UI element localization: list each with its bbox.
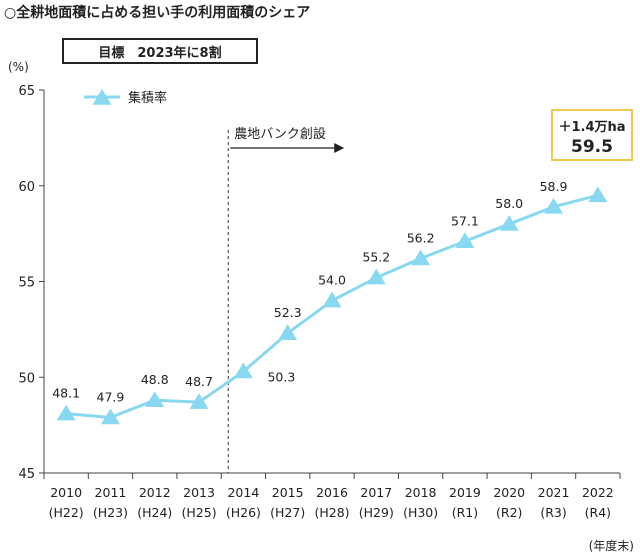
x-tick-label: 2020 bbox=[493, 485, 525, 500]
data-point-marker bbox=[366, 268, 386, 285]
data-point-marker bbox=[322, 291, 342, 308]
data-point-marker bbox=[411, 249, 431, 266]
x-subtick-label: (H30) bbox=[403, 505, 438, 520]
x-subtick-label: (R4) bbox=[585, 505, 611, 520]
callout-increase: ＋1.4万ha bbox=[558, 120, 626, 135]
x-tick-label: 2010 bbox=[50, 485, 82, 500]
x-tick-label: 2011 bbox=[95, 485, 127, 500]
x-tick-label: 2017 bbox=[360, 485, 392, 500]
y-tick-label: 50 bbox=[18, 371, 35, 386]
x-subtick-label: (H27) bbox=[270, 505, 305, 520]
y-tick-label: 65 bbox=[18, 84, 35, 99]
y-tick-label: 60 bbox=[18, 180, 35, 195]
x-subtick-label: (R1) bbox=[452, 505, 478, 520]
y-tick-label: 45 bbox=[18, 467, 35, 482]
y-tick-label: 55 bbox=[18, 276, 35, 291]
x-tick-label: 2021 bbox=[538, 485, 570, 500]
legend-marker bbox=[92, 89, 112, 105]
x-subtick-label: (R3) bbox=[540, 505, 566, 520]
x-subtick-label: (H28) bbox=[314, 505, 349, 520]
data-label: 56.2 bbox=[407, 231, 435, 246]
data-point-marker bbox=[544, 197, 563, 214]
data-label: 57.1 bbox=[451, 213, 479, 228]
data-label: 52.3 bbox=[274, 305, 302, 320]
x-tick-label: 2014 bbox=[227, 485, 259, 500]
data-label: 48.8 bbox=[141, 372, 169, 387]
data-point-marker bbox=[56, 404, 76, 421]
data-point-marker bbox=[233, 362, 253, 379]
x-subtick-label: (H23) bbox=[93, 505, 128, 520]
increase-callout: ＋1.4万ha 59.5 bbox=[551, 109, 633, 161]
data-point-marker bbox=[101, 408, 120, 425]
legend-label: 集積率 bbox=[128, 90, 167, 106]
data-label: 50.3 bbox=[267, 370, 295, 385]
data-point-marker bbox=[145, 391, 165, 407]
data-label: 48.7 bbox=[185, 374, 213, 389]
x-subtick-label: (H26) bbox=[226, 505, 261, 520]
x-tick-label: 2012 bbox=[139, 485, 171, 500]
data-label: 47.9 bbox=[97, 389, 125, 404]
callout-value: 59.5 bbox=[571, 137, 613, 157]
data-label: 48.1 bbox=[52, 386, 80, 401]
x-subtick-label: (H24) bbox=[137, 505, 172, 520]
event-arrow-head bbox=[334, 143, 345, 153]
page-title: ○全耕地面積に占める担い手の利用面積のシェア bbox=[4, 5, 311, 21]
x-tick-label: 2022 bbox=[582, 485, 614, 500]
y-unit-label: (%) bbox=[8, 60, 29, 74]
x-subtick-label: (H29) bbox=[359, 505, 394, 520]
x-subtick-label: (R2) bbox=[496, 505, 522, 520]
x-tick-label: 2019 bbox=[449, 485, 481, 500]
x-tick-label: 2016 bbox=[316, 485, 348, 500]
x-tick-label: 2018 bbox=[405, 485, 437, 500]
x-tick-label: 2015 bbox=[272, 485, 304, 500]
data-point-marker bbox=[189, 393, 209, 409]
data-label: 58.0 bbox=[495, 196, 523, 211]
data-point-marker bbox=[455, 232, 475, 249]
data-point-marker bbox=[588, 186, 608, 203]
event-label: 農地バンク創設 bbox=[234, 126, 326, 142]
data-label: 54.0 bbox=[318, 273, 346, 288]
data-label: 55.2 bbox=[362, 250, 390, 265]
data-point-marker bbox=[499, 215, 519, 231]
data-label: 58.9 bbox=[540, 179, 568, 194]
fiscal-year-note: (年度末) bbox=[588, 539, 634, 553]
data-point-marker bbox=[278, 324, 298, 340]
x-subtick-label: (H22) bbox=[49, 505, 84, 520]
target-box: 目標 2023年に8割 bbox=[62, 38, 258, 64]
x-subtick-label: (H25) bbox=[182, 505, 217, 520]
x-tick-label: 2013 bbox=[183, 485, 215, 500]
